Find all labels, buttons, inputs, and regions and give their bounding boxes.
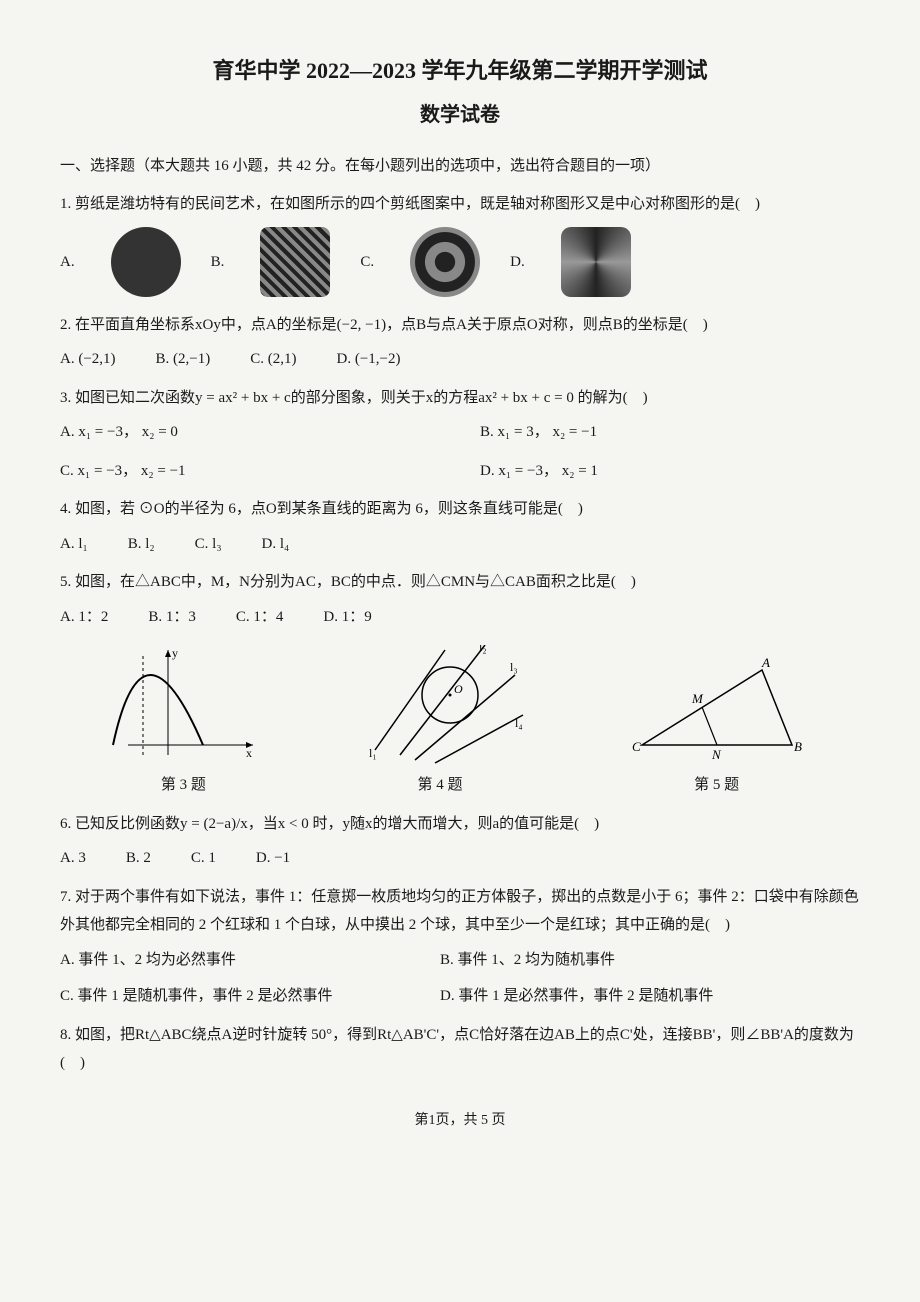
opt-4b: B. l₂ xyxy=(128,530,155,559)
question-3: 3. 如图已知二次函数y = ax² + bx + c的部分图象，则关于x的方程… xyxy=(60,384,860,413)
figure-4: O l₁ l₂ l₃ l₄ 第 4 题 xyxy=(355,645,525,800)
question-6-options: A. 3 B. 2 C. 1 D. −1 xyxy=(60,844,860,873)
figure-4-caption: 第 4 题 xyxy=(417,771,462,800)
opt-4a: A. l₁ xyxy=(60,530,88,559)
opt-7c: C. 事件 1 是随机事件，事件 2 是必然事件 xyxy=(60,982,380,1011)
midpoint-n-label: N xyxy=(711,747,722,762)
papercut-icon-c xyxy=(410,227,480,297)
page-footer: 第1页，共 5 页 xyxy=(60,1108,860,1135)
question-5: 5. 如图，在△ABC中，M，N分别为AC，BC的中点．则△CMN与△CAB面积… xyxy=(60,568,860,597)
opt-d-label: D. xyxy=(510,248,525,277)
figure-5: A B C M N 第 5 题 xyxy=(622,655,812,800)
opt-2b: B. (2,−1) xyxy=(156,345,211,374)
opt-7a: A. 事件 1、2 均为必然事件 xyxy=(60,946,380,975)
axis-x-label: x xyxy=(246,746,252,760)
opt-b-label: B. xyxy=(211,248,225,277)
page-subtitle: 数学试卷 xyxy=(60,96,860,134)
parabola-icon: y x xyxy=(108,645,258,765)
midpoint-m-label: M xyxy=(691,691,704,706)
figure-3-caption: 第 3 题 xyxy=(161,771,206,800)
opt-5b: B. 1：3 xyxy=(148,603,196,632)
papercut-icon-b xyxy=(260,227,330,297)
circle-tangent-icon: O l₁ l₂ l₃ l₄ xyxy=(355,645,525,765)
opt-7b: B. 事件 1、2 均为随机事件 xyxy=(440,946,760,975)
question-7: 7. 对于两个事件有如下说法，事件 1：任意掷一枚质地均匀的正方体骰子，掷出的点… xyxy=(60,883,860,940)
question-1: 1. 剪纸是潍坊特有的民间艺术，在如图所示的四个剪纸图案中，既是轴对称图形又是中… xyxy=(60,190,860,219)
question-1-options: A. B. C. D. xyxy=(60,227,860,297)
opt-3d: D. x₁ = −3， x₂ = 1 xyxy=(480,457,780,486)
question-7-options: A. 事件 1、2 均为必然事件 B. 事件 1、2 均为随机事件 C. 事件 … xyxy=(60,946,860,1011)
section-1-heading: 一、选择题（本大题共 16 小题，共 42 分。在每小题列出的选项中，选出符合题… xyxy=(60,152,860,181)
opt-4d: D. l₄ xyxy=(262,530,290,559)
line-l3-label: l₃ xyxy=(510,660,518,674)
question-4-options: A. l₁ B. l₂ C. l₃ D. l₄ xyxy=(60,530,860,559)
vertex-c-label: C xyxy=(632,739,641,754)
question-2: 2. 在平面直角坐标系xOy中，点A的坐标是(−2, −1)，点B与点A关于原点… xyxy=(60,311,860,340)
opt-4c: C. l₃ xyxy=(195,530,222,559)
opt-5c: C. 1：4 xyxy=(236,603,284,632)
opt-3c: C. x₁ = −3， x₂ = −1 xyxy=(60,457,360,486)
opt-2d: D. (−1,−2) xyxy=(337,345,401,374)
vertex-a-label: A xyxy=(761,655,770,670)
question-4: 4. 如图，若 ⊙O的半径为 6，点O到某条直线的距离为 6，则这条直线可能是(… xyxy=(60,495,860,524)
figure-3: y x 第 3 题 xyxy=(108,645,258,800)
opt-3b: B. x₁ = 3， x₂ = −1 xyxy=(480,418,780,447)
vertex-b-label: B xyxy=(794,739,802,754)
line-l1-label: l₁ xyxy=(369,746,377,760)
question-5-options: A. 1：2 B. 1：3 C. 1：4 D. 1：9 xyxy=(60,603,860,632)
triangle-midpoint-icon: A B C M N xyxy=(622,655,812,765)
line-l4-label: l₄ xyxy=(515,716,523,730)
figure-row: y x 第 3 题 O l₁ l₂ l₃ l₄ 第 4 题 A B C xyxy=(60,645,860,800)
opt-a-label: A. xyxy=(60,248,75,277)
page-title: 育华中学 2022—2023 学年九年级第二学期开学测试 xyxy=(60,50,860,92)
opt-3a: A. x₁ = −3， x₂ = 0 xyxy=(60,418,360,447)
opt-6c: C. 1 xyxy=(191,844,216,873)
opt-6d: D. −1 xyxy=(256,844,290,873)
opt-2a: A. (−2,1) xyxy=(60,345,116,374)
papercut-icon-d xyxy=(561,227,631,297)
figure-5-caption: 第 5 题 xyxy=(694,771,739,800)
opt-5d: D. 1：9 xyxy=(323,603,371,632)
papercut-icon-a xyxy=(111,227,181,297)
line-l2-label: l₂ xyxy=(479,645,487,654)
opt-c-label: C. xyxy=(360,248,374,277)
question-2-options: A. (−2,1) B. (2,−1) C. (2,1) D. (−1,−2) xyxy=(60,345,860,374)
axis-y-label: y xyxy=(172,646,178,660)
opt-2c: C. (2,1) xyxy=(250,345,296,374)
opt-5a: A. 1：2 xyxy=(60,603,108,632)
question-8: 8. 如图，把Rt△ABC绕点A逆时针旋转 50°，得到Rt△AB'C'，点C恰… xyxy=(60,1021,860,1078)
question-3-options: A. x₁ = −3， x₂ = 0 B. x₁ = 3， x₂ = −1 C.… xyxy=(60,418,860,485)
question-6: 6. 已知反比例函数y = (2−a)/x，当x < 0 时，y随x的增大而增大… xyxy=(60,810,860,839)
opt-6a: A. 3 xyxy=(60,844,86,873)
opt-7d: D. 事件 1 是必然事件，事件 2 是随机事件 xyxy=(440,982,760,1011)
opt-6b: B. 2 xyxy=(126,844,151,873)
